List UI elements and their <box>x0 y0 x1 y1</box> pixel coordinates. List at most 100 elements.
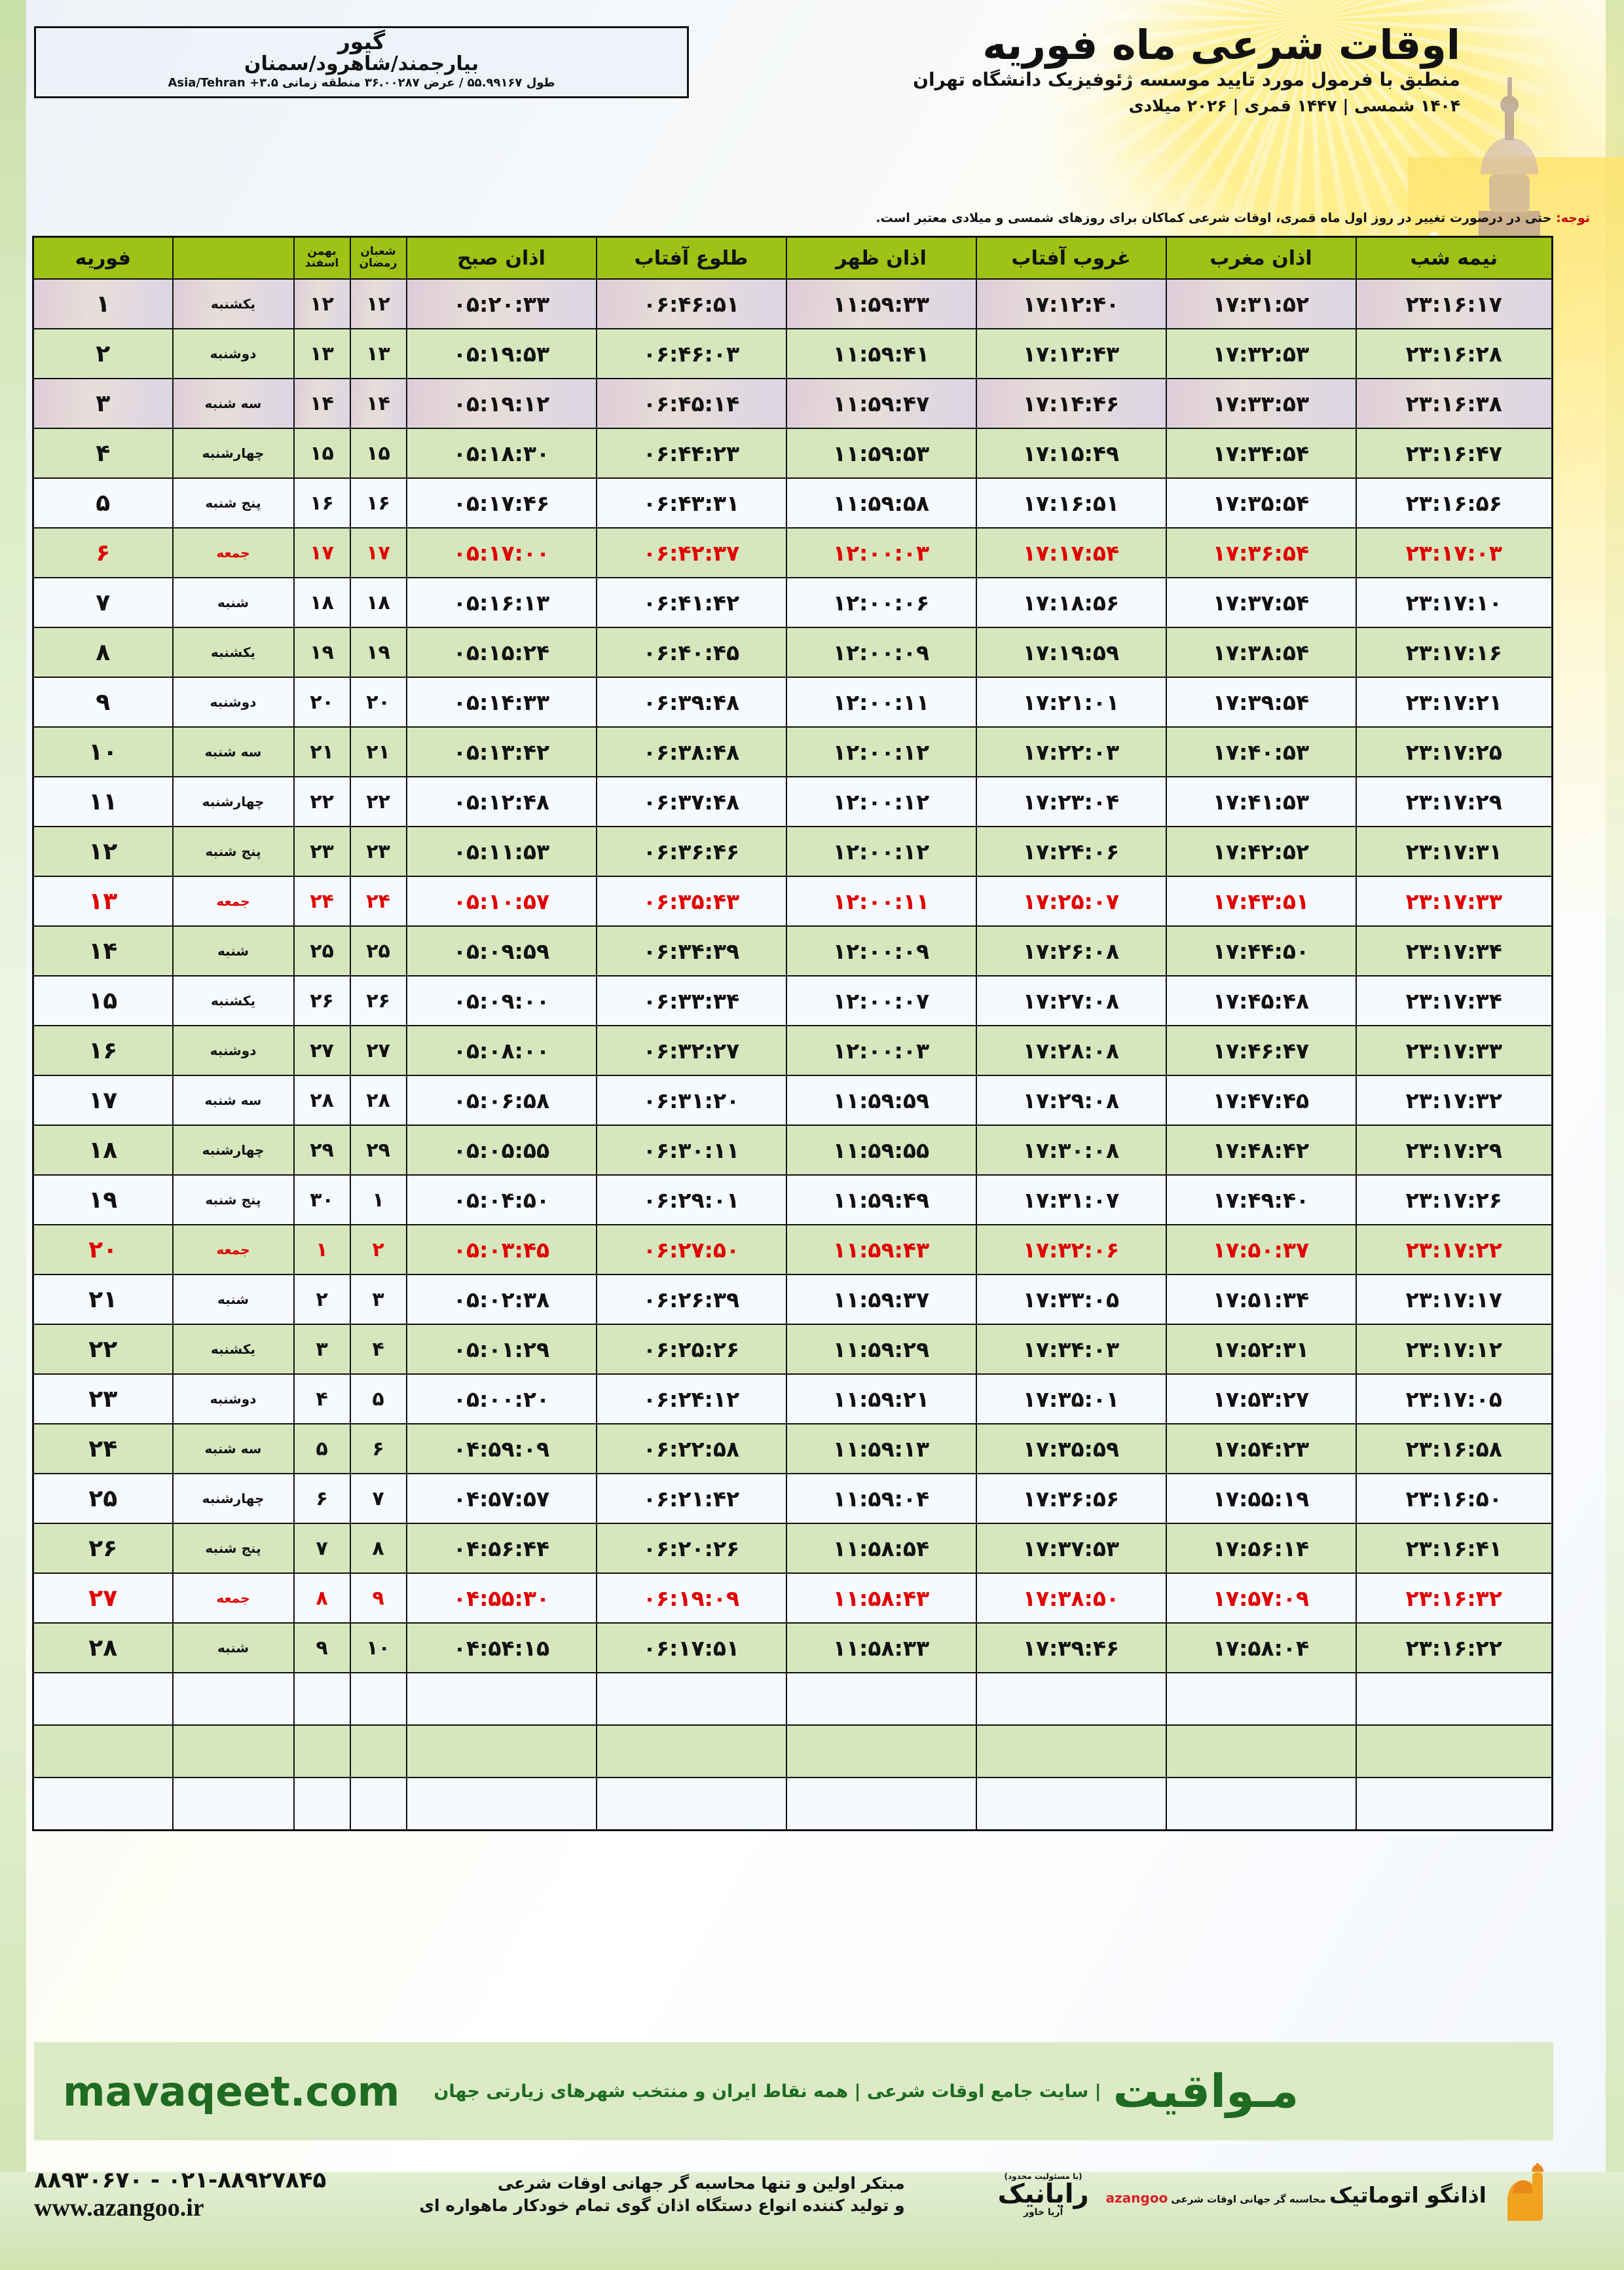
brand-url[interactable]: mavaqeet.com <box>63 2067 400 2115</box>
cell-noon: ۱۱:۵۸:۵۴ <box>785 1523 977 1574</box>
cell-fajr: ۰۵:۱۱:۵۳ <box>405 826 597 877</box>
table-row: ۲۳:۱۶:۴۷ ۱۷:۳۴:۵۴ ۱۷:۱۵:۴۹ ۱۱:۵۹:۵۳ ۰۶:۴۴:۲۳… <box>32 428 1553 479</box>
cell-midnight: ۲۳:۱۷:۳۴ <box>1355 925 1553 977</box>
cell-hijri: ۴ <box>349 1324 407 1375</box>
table-row <box>32 1672 1553 1726</box>
brand-band: مـواقیت | سایت جامع اوقات شرعی | همه نقا… <box>34 2042 1553 2140</box>
cell-shamsi: ۶ <box>293 1473 351 1524</box>
cell-midnight <box>1355 1724 1553 1778</box>
cell-sunrise: ۰۶:۴۵:۱۴ <box>595 378 787 429</box>
cell-wd: جمعه <box>172 1224 295 1275</box>
cell-hijri: ۱۹ <box>349 627 407 678</box>
cell-feb: ۲۸ <box>32 1622 174 1673</box>
cell-sunrise: ۰۶:۲۹:۰۱ <box>595 1174 787 1225</box>
cell-maghreb: ۱۷:۳۲:۵۳ <box>1165 328 1357 379</box>
cell-shamsi <box>293 1777 351 1831</box>
cell-shamsi: ۱۹ <box>293 627 351 678</box>
cell-hijri <box>349 1672 407 1726</box>
cell-fajr: ۰۵:۰۵:۵۵ <box>405 1125 597 1176</box>
cell-sunset: ۱۷:۲۸:۰۸ <box>975 1025 1167 1076</box>
cell-hijri: ۹ <box>349 1572 407 1624</box>
cell-wd: پنج شنبه <box>172 826 295 877</box>
cell-fajr: ۰۵:۱۸:۳۰ <box>405 428 597 479</box>
cell-shamsi: ۴ <box>293 1373 351 1424</box>
azangoo-latin: azangoo <box>1105 2189 1168 2206</box>
cell-feb: ۲۳ <box>32 1373 174 1424</box>
table-row: ۲۳:۱۷:۳۳ ۱۷:۴۶:۴۷ ۱۷:۲۸:۰۸ ۱۲:۰۰:۰۳ ۰۶:۳۲:۲۷… <box>32 1025 1553 1076</box>
table-row: ۲۳:۱۶:۴۱ ۱۷:۵۶:۱۴ ۱۷:۳۷:۵۳ ۱۱:۵۸:۵۴ ۰۶:۲۰:۲۶… <box>32 1523 1553 1574</box>
cell-maghreb: ۱۷:۵۸:۰۴ <box>1165 1622 1357 1673</box>
cell-maghreb: ۱۷:۳۴:۵۴ <box>1165 428 1357 479</box>
cell-sunrise: ۰۶:۳۵:۴۳ <box>595 876 787 927</box>
cell-feb: ۱۱ <box>32 776 174 827</box>
cell-fajr: ۰۵:۱۲:۴۸ <box>405 776 597 827</box>
cell-feb: ۱۵ <box>32 975 174 1026</box>
cell-maghreb: ۱۷:۳۳:۵۳ <box>1165 378 1357 429</box>
cell-feb <box>32 1724 174 1778</box>
cell-feb <box>32 1672 174 1726</box>
shamsi-month-bottom: اسفند <box>304 257 339 270</box>
cell-sunset: ۱۷:۲۹:۰۸ <box>975 1075 1167 1126</box>
cell-wd: شنبه <box>172 925 295 977</box>
cell-feb: ۸ <box>32 627 174 678</box>
cell-noon: ۱۱:۵۹:۰۴ <box>785 1473 977 1524</box>
cell-wd: دوشنبه <box>172 677 295 728</box>
cell-sunrise: ۰۶:۲۰:۲۶ <box>595 1523 787 1574</box>
cell-hijri: ۲۱ <box>349 726 407 777</box>
cell-maghreb: ۱۷:۵۲:۳۱ <box>1165 1324 1357 1375</box>
contact-website[interactable]: www.azangoo.ir <box>34 2194 204 2222</box>
cell-sunset: ۱۷:۳۸:۵۰ <box>975 1572 1167 1624</box>
cell-shamsi <box>293 1672 351 1726</box>
cell-fajr: ۰۵:۱۷:۴۶ <box>405 477 597 529</box>
cell-feb: ۱۲ <box>32 826 174 877</box>
azangoo-title: اذانگو اتوماتیک <box>1329 2182 1486 2208</box>
table-row: ۲۳:۱۷:۲۱ ۱۷:۳۹:۵۴ ۱۷:۲۱:۰۱ ۱۲:۰۰:۱۱ ۰۶:۳۹:۴۸… <box>32 677 1553 728</box>
cell-sunset <box>975 1724 1167 1778</box>
table-row: ۲۳:۱۶:۳۸ ۱۷:۳۳:۵۳ ۱۷:۱۴:۴۶ ۱۱:۵۹:۴۷ ۰۶:۴۵:۱۴… <box>32 378 1553 429</box>
cell-fajr: ۰۴:۵۶:۴۴ <box>405 1523 597 1574</box>
location-city: گیور <box>337 29 386 54</box>
cell-maghreb: ۱۷:۴۴:۵۰ <box>1165 925 1357 977</box>
footer-line-2: و تولید کننده انواع دستگاه اذان گوی تمام… <box>419 2196 905 2215</box>
cell-sunrise: ۰۶:۲۲:۵۸ <box>595 1423 787 1474</box>
cell-shamsi: ۱ <box>293 1224 351 1275</box>
cell-wd: پنج شنبه <box>172 1174 295 1225</box>
cell-feb: ۱ <box>32 278 174 329</box>
cell-sunrise <box>595 1777 787 1831</box>
prayer-times-table: نیمه شب اذان مغرب غروب آفتاب اذان ظهر طل… <box>32 236 1553 1831</box>
cell-sunset: ۱۷:۳۶:۵۶ <box>975 1473 1167 1524</box>
cell-wd: چهارشنبه <box>172 1125 295 1176</box>
col-header-maghreb: اذان مغرب <box>1165 236 1357 280</box>
cell-noon: ۱۱:۵۹:۴۹ <box>785 1174 977 1225</box>
cell-hijri: ۱۵ <box>349 428 407 479</box>
cell-shamsi: ۷ <box>293 1523 351 1574</box>
cell-hijri: ۶ <box>349 1423 407 1474</box>
col-header-sunset: غروب آفتاب <box>975 236 1167 280</box>
brand-tagline: | سایت جامع اوقات شرعی | همه نقاط ایران … <box>434 2081 1101 2102</box>
cell-fajr: ۰۵:۱۹:۱۲ <box>405 378 597 429</box>
table-row: ۲۳:۱۷:۰۵ ۱۷:۵۳:۲۷ ۱۷:۳۵:۰۱ ۱۱:۵۹:۲۱ ۰۶:۲۴:۱۲… <box>32 1373 1553 1424</box>
cell-midnight: ۲۳:۱۷:۲۶ <box>1355 1174 1553 1225</box>
cell-wd: سه شنبه <box>172 1423 295 1474</box>
cell-noon: ۱۱:۵۸:۳۳ <box>785 1622 977 1673</box>
cell-feb: ۹ <box>32 677 174 728</box>
rayanic-liability: (با مسئولیت محدود) <box>1004 2172 1082 2181</box>
cell-sunrise: ۰۶:۳۹:۴۸ <box>595 677 787 728</box>
cell-maghreb: ۱۷:۳۱:۵۲ <box>1165 278 1357 329</box>
cell-midnight: ۲۳:۱۶:۳۸ <box>1355 378 1553 429</box>
cell-feb: ۱۷ <box>32 1075 174 1126</box>
right-green-strip <box>1606 0 1624 2270</box>
cell-wd: چهارشنبه <box>172 776 295 827</box>
shamsi-month-top: بهمن <box>307 245 337 259</box>
cell-shamsi: ۲۳ <box>293 826 351 877</box>
cell-wd: یکشنبه <box>172 278 295 329</box>
footer-logos: اذانگو اتوماتیک محاسبه گر جهانی اوقات شر… <box>998 2163 1553 2226</box>
cell-wd: یکشنبه <box>172 1324 295 1375</box>
hijri-month-top: شعبان <box>360 245 396 259</box>
table-row: ۲۳:۱۷:۱۲ ۱۷:۵۲:۳۱ ۱۷:۳۴:۰۳ ۱۱:۵۹:۲۹ ۰۶:۲۵:۲۶… <box>32 1324 1553 1375</box>
azangoo-mosque-icon <box>1493 2163 1553 2226</box>
location-box: گیور بیارجمند/شاهرود/سمنان طول ۵۵.۹۹۱۶۷ … <box>34 26 689 98</box>
cell-shamsi: ۲۵ <box>293 925 351 977</box>
cell-fajr: ۰۵:۱۵:۲۴ <box>405 627 597 678</box>
cell-maghreb: ۱۷:۳۸:۵۴ <box>1165 627 1357 678</box>
